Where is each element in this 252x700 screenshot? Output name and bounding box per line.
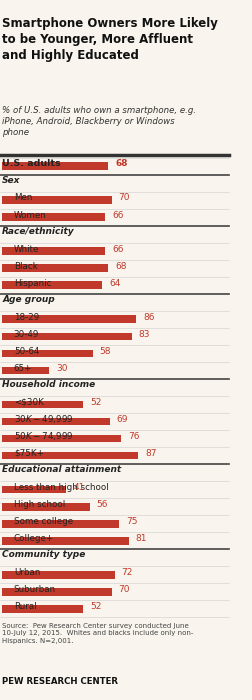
FancyBboxPatch shape: [2, 486, 66, 493]
FancyBboxPatch shape: [2, 316, 137, 323]
Text: $30K-$49,999: $30K-$49,999: [14, 414, 73, 426]
FancyBboxPatch shape: [2, 281, 102, 289]
Text: Black: Black: [14, 262, 38, 271]
Text: 86: 86: [143, 313, 155, 322]
Text: Suburban: Suburban: [14, 585, 56, 594]
Text: 52: 52: [90, 602, 102, 611]
Text: 52: 52: [90, 398, 102, 407]
Text: Educational attainment: Educational attainment: [2, 466, 121, 475]
Text: 58: 58: [100, 346, 111, 356]
Text: 18-29: 18-29: [14, 313, 39, 322]
Text: 83: 83: [139, 330, 150, 339]
Text: Women: Women: [14, 211, 47, 220]
Text: 50-64: 50-64: [14, 346, 39, 356]
Text: Household income: Household income: [2, 380, 96, 389]
FancyBboxPatch shape: [2, 400, 83, 408]
FancyBboxPatch shape: [2, 520, 119, 528]
Text: 76: 76: [128, 432, 139, 441]
FancyBboxPatch shape: [2, 435, 121, 442]
FancyBboxPatch shape: [2, 537, 129, 545]
FancyBboxPatch shape: [2, 503, 90, 510]
FancyBboxPatch shape: [2, 418, 110, 426]
Text: 64: 64: [109, 279, 120, 288]
Text: 70: 70: [118, 585, 130, 594]
Text: 56: 56: [97, 500, 108, 509]
Text: 66: 66: [112, 244, 124, 253]
Text: Race/ethnicity: Race/ethnicity: [2, 227, 75, 236]
FancyBboxPatch shape: [2, 247, 105, 255]
Text: <$30K: <$30K: [14, 398, 44, 407]
Text: 81: 81: [136, 534, 147, 543]
Text: $75K+: $75K+: [14, 449, 44, 458]
Text: 66: 66: [112, 211, 124, 220]
Text: Sex: Sex: [2, 176, 21, 185]
Text: $50K-$74,999: $50K-$74,999: [14, 430, 73, 442]
FancyBboxPatch shape: [2, 196, 112, 204]
Text: Community type: Community type: [2, 550, 86, 559]
FancyBboxPatch shape: [2, 332, 132, 340]
FancyBboxPatch shape: [2, 367, 49, 374]
FancyBboxPatch shape: [2, 214, 105, 221]
Text: 68: 68: [115, 160, 128, 169]
FancyBboxPatch shape: [2, 605, 83, 612]
Text: PEW RESEARCH CENTER: PEW RESEARCH CENTER: [2, 677, 118, 686]
Text: 41: 41: [73, 483, 84, 492]
Text: Age group: Age group: [2, 295, 55, 304]
Text: 65+: 65+: [14, 364, 32, 373]
Text: 30: 30: [56, 364, 68, 373]
Text: Some college: Some college: [14, 517, 73, 526]
FancyBboxPatch shape: [2, 162, 108, 170]
Text: 70: 70: [118, 193, 130, 202]
Text: Smartphone Owners More Likely
to be Younger, More Affluent
and Highly Educated: Smartphone Owners More Likely to be Youn…: [2, 18, 218, 62]
Text: Urban: Urban: [14, 568, 40, 578]
FancyBboxPatch shape: [2, 452, 138, 459]
FancyBboxPatch shape: [2, 265, 108, 272]
Text: Hispanic: Hispanic: [14, 279, 51, 288]
Text: White: White: [14, 244, 39, 253]
Text: College+: College+: [14, 534, 54, 543]
Text: Less than high school: Less than high school: [14, 483, 109, 492]
Text: % of U.S. adults who own a smartphone, e.g.
iPhone, Android, Blackberry or Windo: % of U.S. adults who own a smartphone, e…: [2, 106, 196, 137]
Text: 75: 75: [126, 517, 138, 526]
FancyBboxPatch shape: [2, 588, 112, 596]
Text: Men: Men: [14, 193, 32, 202]
Text: 69: 69: [117, 415, 128, 424]
Text: Source:  Pew Research Center survey conducted June
10-July 12, 2015.  Whites and: Source: Pew Research Center survey condu…: [2, 623, 194, 644]
Text: Rural: Rural: [14, 602, 37, 611]
Text: 68: 68: [115, 262, 127, 271]
Text: 30-49: 30-49: [14, 330, 39, 339]
Text: U.S. adults: U.S. adults: [2, 160, 61, 169]
Text: 87: 87: [145, 449, 156, 458]
Text: High school: High school: [14, 500, 65, 509]
FancyBboxPatch shape: [2, 349, 93, 357]
Text: 72: 72: [121, 568, 133, 578]
FancyBboxPatch shape: [2, 571, 115, 579]
